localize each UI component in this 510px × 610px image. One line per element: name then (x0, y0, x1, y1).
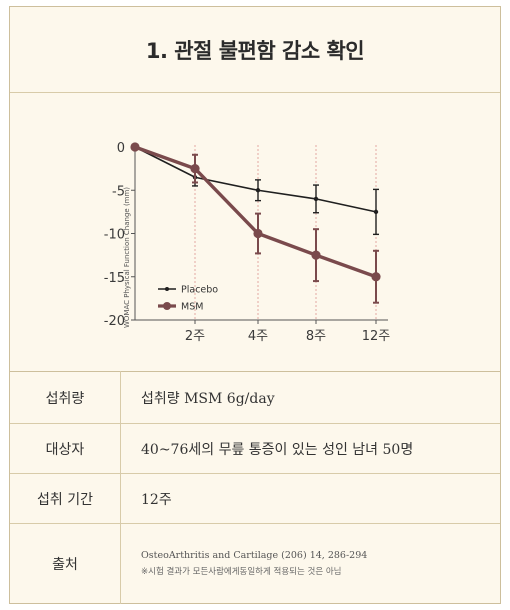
y-tick-label: -10 (104, 228, 125, 243)
series-line-msm (134, 145, 377, 279)
data-point-placebo (313, 196, 319, 202)
legend-label-msm: MSM (181, 302, 203, 313)
row-label: 대상자 (10, 423, 121, 474)
data-point-msm (253, 228, 263, 239)
row-label: 섭취 기간 (10, 473, 121, 524)
line-chart: 0 -5 -10 -15 -20 2주 4주 8주 12주 WOMAC Physical Func… (104, 141, 391, 344)
source-citation: OsteoArthritis and Cartilage (206) 14, 2… (141, 550, 368, 562)
row-label: 섭취량 (10, 371, 121, 424)
title-row: 1. 관절 불편함 감소 확인 (10, 7, 500, 93)
row-value: 섭취량 MSM 6g/day (120, 371, 500, 424)
info-card: 1. 관절 불편함 감소 확인 0 -5 -10 -15 -20 2주 4주 8주 12주 WOM… (9, 6, 501, 604)
chart-area: 0 -5 -10 -15 -20 2주 4주 8주 12주 WOMAC Physical Func… (10, 93, 500, 371)
table-row: 출처 OsteoArthritis and Cartilage (206) 14… (10, 523, 501, 604)
data-point-placebo (255, 188, 261, 193)
x-tick-label: 8주 (306, 329, 326, 344)
row-value: 12주 (120, 473, 500, 524)
data-point-msm (130, 142, 140, 152)
legend-label-placebo: Placebo (181, 285, 218, 296)
legend-marker-placebo (165, 287, 169, 291)
page-title: 1. 관절 불편함 감소 확인 (145, 38, 365, 63)
data-point-msm (311, 250, 321, 260)
legend-marker-msm (163, 302, 171, 310)
data-point-msm (190, 164, 200, 174)
table-row: 대상자 40~76세의 무릎 통증이 있는 성인 남녀 50명 (10, 423, 500, 474)
y-tick-label: -5 (112, 184, 125, 199)
x-tick-label: 12주 (362, 329, 391, 344)
source-disclaimer: ※시험 결과가 모든사람에게동일하게 적용되는 것은 아님 (141, 567, 342, 578)
y-axis-label: WOMAC Physical Function Change (mm) (123, 187, 131, 328)
x-tick-label: 2주 (185, 329, 205, 344)
data-point-placebo (373, 209, 379, 215)
y-tick-label: 0 (117, 141, 125, 156)
table-row: 섭취 기간 12주 (10, 473, 500, 524)
data-point-msm (371, 272, 381, 282)
source-label: 출처 (10, 523, 121, 604)
source-value: OsteoArthritis and Cartilage (206) 14, 2… (121, 524, 501, 604)
y-tick-label: -15 (104, 271, 125, 286)
info-table: 섭취량 섭취량 MSM 6g/day 대상자 40~76세의 무릎 통증이 있는… (10, 371, 500, 604)
table-row: 섭취량 섭취량 MSM 6g/day (10, 371, 500, 424)
x-tick-label: 4주 (248, 329, 268, 344)
y-tick-label: -20 (104, 314, 125, 329)
row-value: 40~76세의 무릎 통증이 있는 성인 남녀 50명 (120, 423, 500, 474)
